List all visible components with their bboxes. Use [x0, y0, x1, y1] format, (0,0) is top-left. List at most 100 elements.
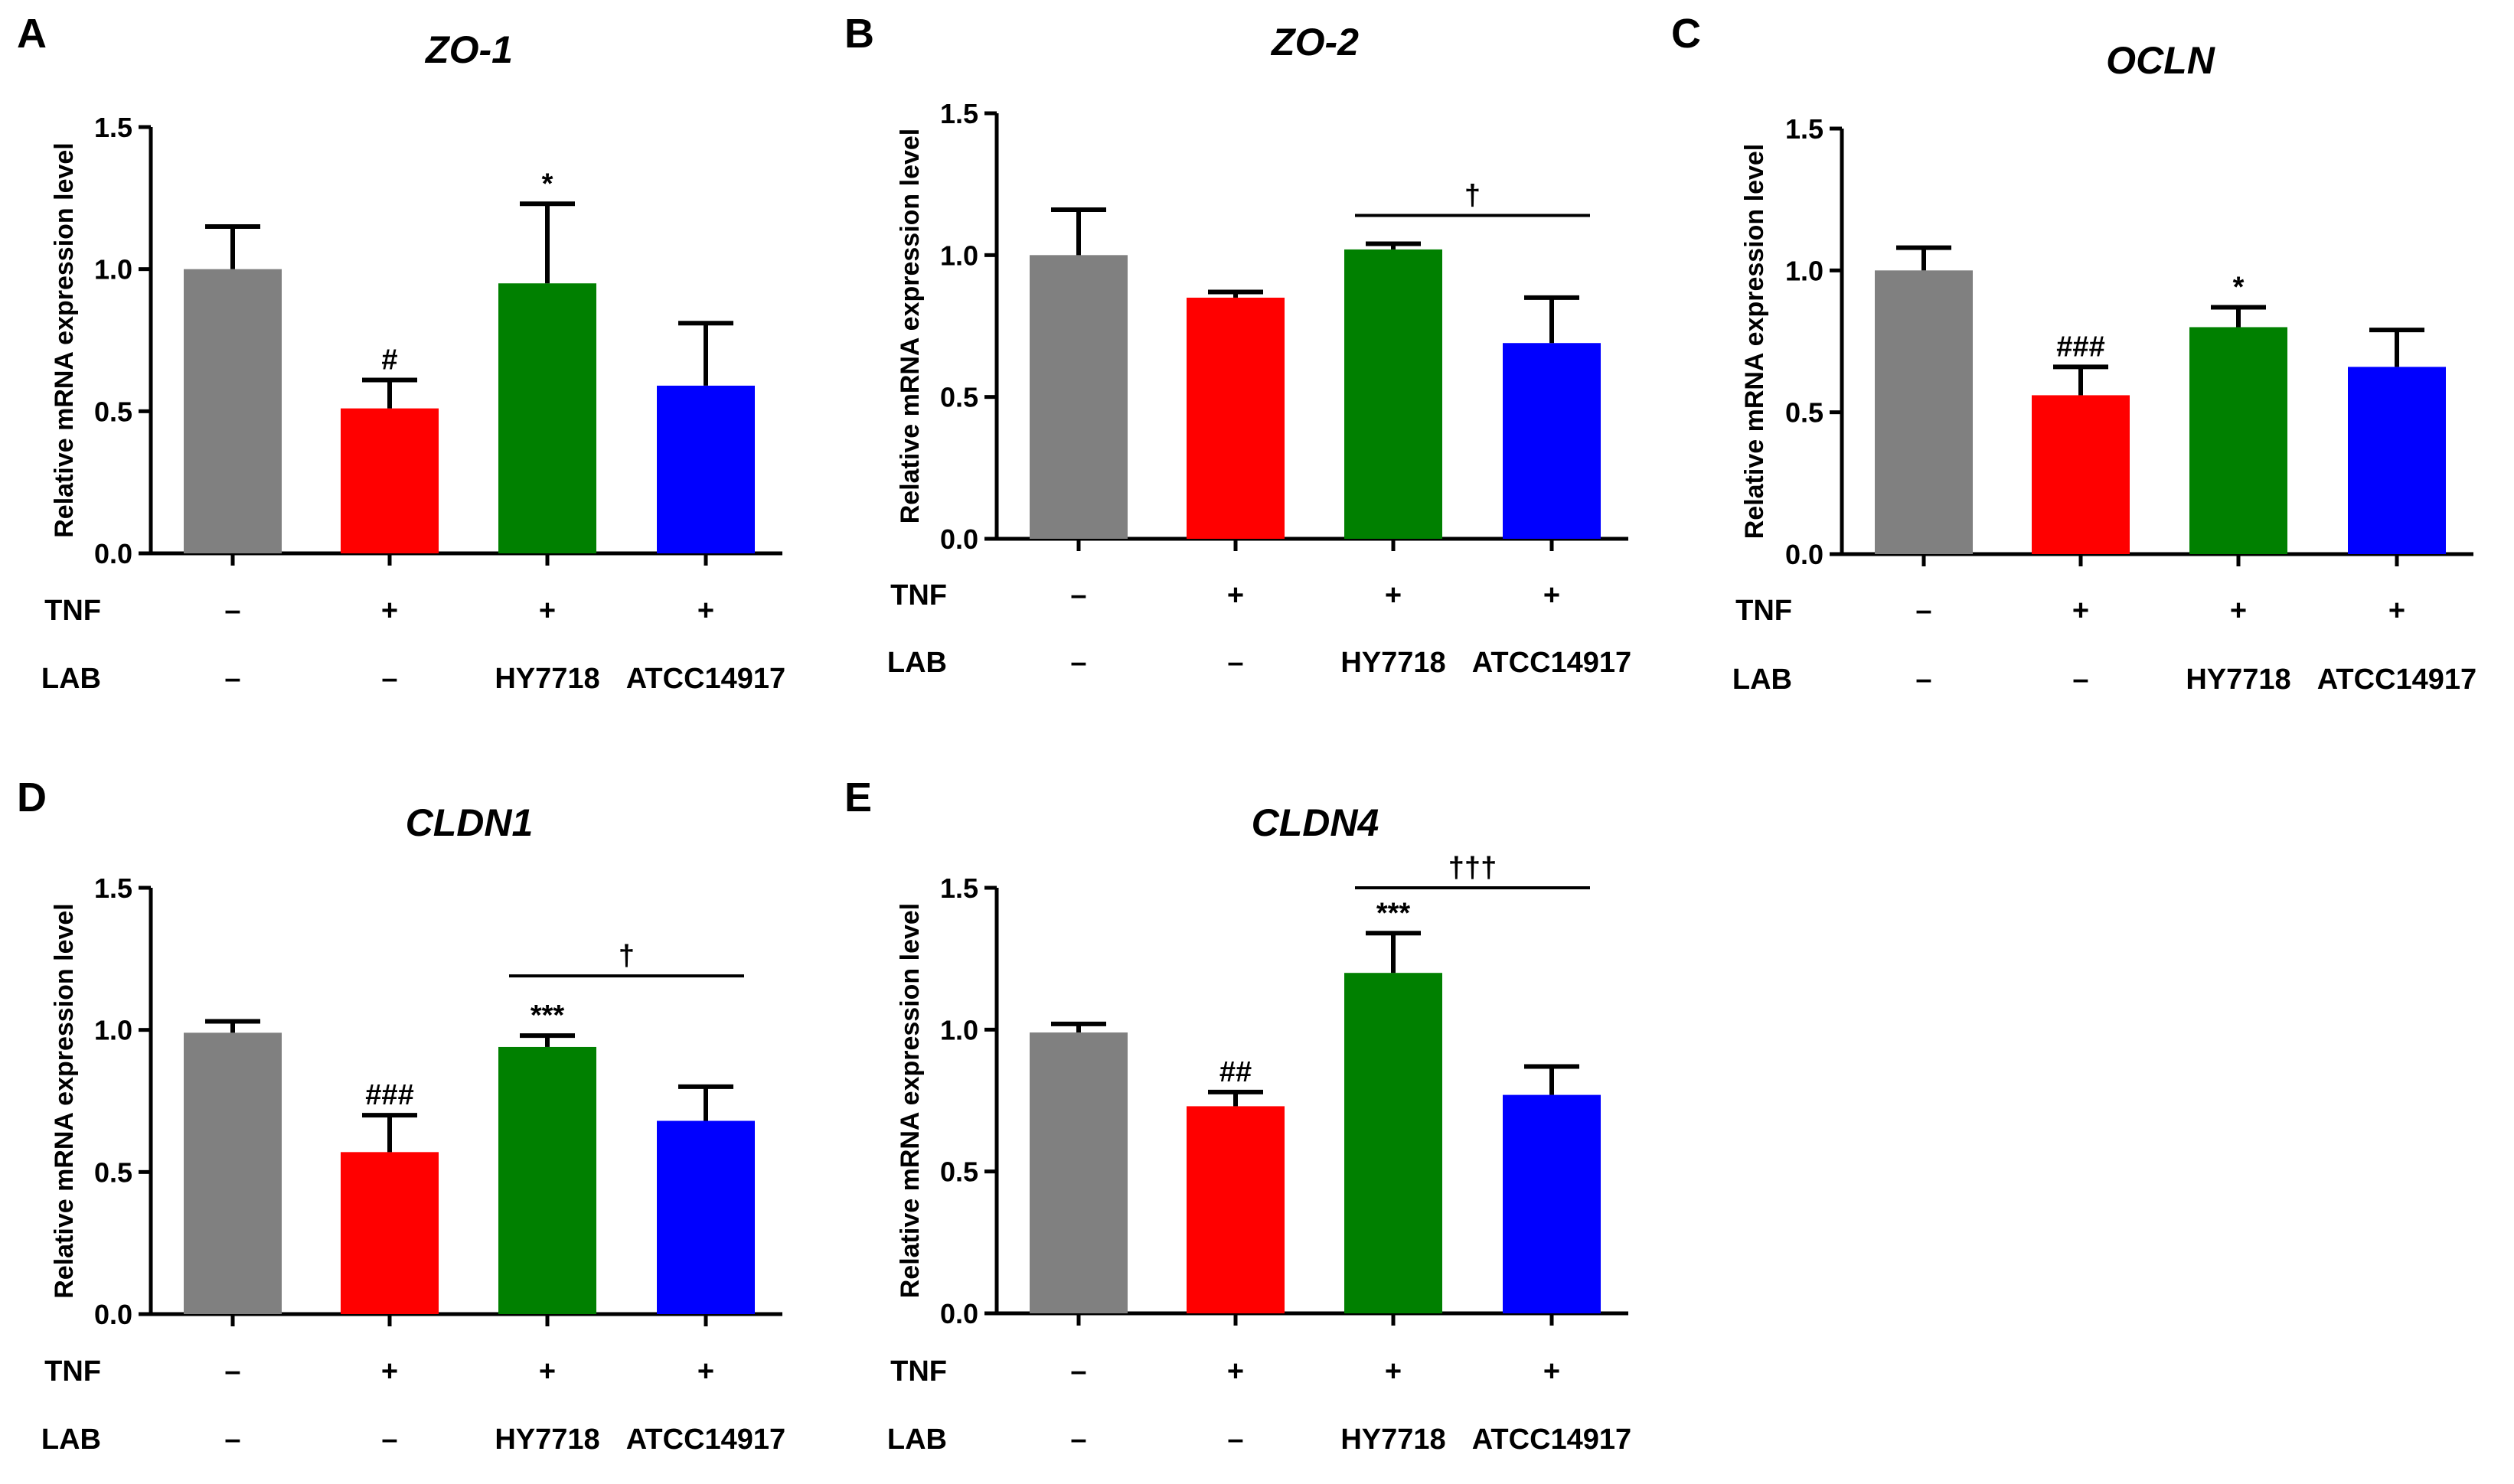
y-tick-label: 1.0: [1785, 255, 1823, 286]
y-tick-label: 0.5: [940, 382, 978, 413]
y-axis-label: Relative mRNA expression level: [896, 129, 925, 524]
y-tick-label: 1.5: [940, 872, 978, 904]
bar: [184, 269, 282, 553]
lab-value: HY7718: [495, 1424, 599, 1456]
bar: [184, 1032, 282, 1314]
tnf-value: +: [1385, 579, 1402, 612]
tnf-value: –: [224, 595, 240, 627]
lab-row-label: LAB: [1732, 664, 1792, 696]
significance-marker: ***: [1376, 897, 1411, 929]
significance-marker: *: [2233, 272, 2245, 304]
tnf-value: +: [1227, 579, 1244, 612]
bar: [498, 283, 596, 553]
panel-title: CLDN4: [1252, 801, 1379, 844]
tnf-value: +: [697, 1355, 714, 1388]
tnf-value: +: [1543, 1355, 1560, 1388]
tnf-value: –: [1915, 595, 1931, 627]
lab-value: –: [1070, 647, 1086, 679]
bar: [657, 385, 755, 553]
y-axis-label: Relative mRNA expression level: [50, 142, 79, 538]
y-tick-label: 0.0: [94, 1299, 132, 1330]
significance-marker: ***: [531, 1000, 565, 1032]
lab-value: –: [1915, 664, 1931, 696]
lab-value: ATCC14917: [626, 1424, 785, 1456]
panel-letter: E: [844, 775, 872, 820]
lab-value: –: [1070, 1424, 1086, 1456]
panel-c: C OCLN Relative mRNA expression level 0.0 0.…: [1671, 11, 2476, 696]
lab-row-label: LAB: [41, 663, 101, 695]
y-tick-label: 0.0: [940, 523, 978, 555]
y-tick-label: 1.0: [94, 254, 132, 285]
tnf-value: +: [381, 595, 398, 627]
bar: [1030, 1032, 1128, 1313]
tnf-value: +: [381, 1355, 398, 1388]
lab-value: HY7718: [1340, 1424, 1445, 1456]
bar: [2032, 395, 2130, 554]
bar: [1344, 973, 1442, 1313]
bar: [657, 1120, 755, 1314]
lab-value: HY7718: [495, 663, 599, 695]
y-tick-label: 0.5: [94, 1156, 132, 1188]
y-axis-label: Relative mRNA expression level: [896, 903, 925, 1299]
y-tick-label: 1.5: [94, 112, 132, 143]
significance-marker: ###: [365, 1079, 413, 1111]
tnf-row-label: TNF: [1735, 595, 1792, 627]
tnf-row-label: TNF: [890, 1355, 947, 1388]
lab-value: –: [381, 1424, 397, 1456]
panel-d: D CLDN1 Relative mRNA expression level 0.0 0…: [17, 775, 785, 1456]
y-tick-label: 0.0: [94, 538, 132, 569]
lab-value: HY7718: [2186, 664, 2290, 696]
panel-letter: C: [1671, 11, 1701, 57]
lab-value: –: [381, 663, 397, 695]
lab-value: –: [224, 663, 240, 695]
bar: [2189, 327, 2287, 554]
y-axis-label: Relative mRNA expression level: [50, 903, 79, 1299]
bar: [498, 1046, 596, 1314]
panel-letter: B: [844, 11, 874, 57]
lab-value: ATCC14917: [2317, 664, 2476, 696]
bar: [341, 1152, 439, 1314]
significance-marker: *: [542, 168, 553, 200]
y-tick-label: 0.0: [1785, 539, 1823, 570]
bar: [1344, 249, 1442, 539]
y-tick-label: 0.0: [940, 1298, 978, 1329]
y-tick-label: 1.0: [940, 240, 978, 271]
bar: [1875, 270, 1973, 554]
y-tick-label: 0.5: [94, 396, 132, 427]
bar: [1503, 1094, 1601, 1313]
lab-row-label: LAB: [887, 647, 947, 679]
y-tick-label: 1.0: [940, 1014, 978, 1045]
lab-value: ATCC14917: [1472, 1424, 1631, 1456]
panel-e: E CLDN4 Relative mRNA expression level 0.0 0…: [844, 775, 1631, 1456]
lab-value: HY7718: [1340, 647, 1445, 679]
tnf-value: +: [539, 595, 556, 627]
panel-title: OCLN: [2106, 39, 2215, 82]
lab-row-label: LAB: [887, 1424, 947, 1456]
tnf-value: –: [1070, 1355, 1086, 1388]
bracket-label: †††: [1448, 852, 1497, 884]
lab-row-label: LAB: [41, 1424, 101, 1456]
tnf-value: +: [2072, 595, 2089, 627]
tnf-value: +: [697, 595, 714, 627]
bar: [1503, 343, 1601, 539]
significance-marker: ###: [2056, 331, 2104, 363]
y-tick-label: 0.5: [1785, 397, 1823, 429]
tnf-value: +: [2388, 595, 2405, 627]
bar: [2348, 367, 2446, 554]
tnf-value: +: [2230, 595, 2247, 627]
significance-marker: #: [381, 344, 397, 376]
lab-value: –: [1227, 647, 1243, 679]
y-axis-label: Relative mRNA expression level: [1740, 144, 1769, 540]
tnf-row-label: TNF: [890, 579, 947, 612]
bracket-label: †: [1464, 179, 1481, 211]
tnf-value: +: [1385, 1355, 1402, 1388]
panel-letter: D: [17, 775, 47, 820]
tnf-value: –: [1070, 579, 1086, 612]
tnf-row-label: TNF: [44, 595, 101, 627]
panel-b: B ZO-2 Relative mRNA expression level 0.0 0.…: [844, 11, 1631, 679]
bar: [341, 408, 439, 553]
tnf-value: +: [1227, 1355, 1244, 1388]
tnf-value: –: [224, 1355, 240, 1388]
lab-value: ATCC14917: [626, 663, 785, 695]
